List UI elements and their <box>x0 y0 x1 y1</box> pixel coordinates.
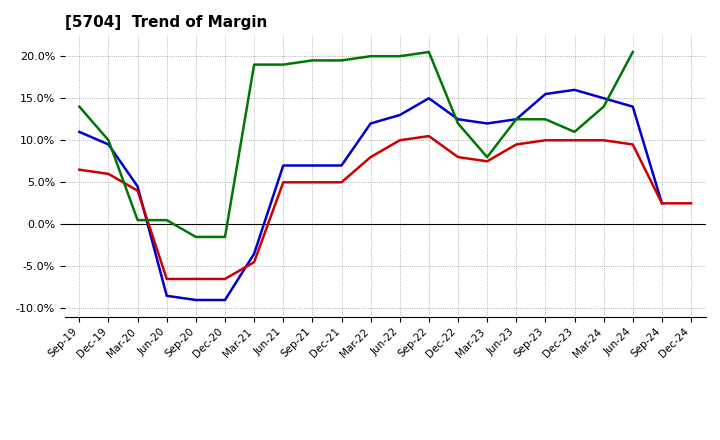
Net Income <box>220 276 229 282</box>
Ordinary Income <box>425 95 433 101</box>
Ordinary Income <box>337 163 346 168</box>
Ordinary Income <box>512 117 521 122</box>
Ordinary Income <box>308 163 317 168</box>
Operating Cashflow <box>308 58 317 63</box>
Operating Cashflow <box>250 62 258 67</box>
Net Income <box>366 154 375 160</box>
Net Income <box>599 138 608 143</box>
Net Income <box>687 201 696 206</box>
Operating Cashflow <box>75 104 84 109</box>
Net Income <box>454 154 462 160</box>
Operating Cashflow <box>395 54 404 59</box>
Net Income <box>250 260 258 265</box>
Ordinary Income <box>220 297 229 303</box>
Net Income <box>512 142 521 147</box>
Text: [5704]  Trend of Margin: [5704] Trend of Margin <box>65 15 267 30</box>
Operating Cashflow <box>570 129 579 135</box>
Operating Cashflow <box>279 62 287 67</box>
Operating Cashflow <box>541 117 550 122</box>
Operating Cashflow <box>483 154 492 160</box>
Operating Cashflow <box>425 49 433 55</box>
Ordinary Income <box>366 121 375 126</box>
Net Income <box>395 138 404 143</box>
Ordinary Income <box>657 201 666 206</box>
Ordinary Income <box>133 184 142 189</box>
Net Income <box>657 201 666 206</box>
Net Income <box>133 188 142 193</box>
Operating Cashflow <box>454 121 462 126</box>
Operating Cashflow <box>337 58 346 63</box>
Ordinary Income <box>629 104 637 109</box>
Ordinary Income <box>570 87 579 92</box>
Operating Cashflow <box>133 217 142 223</box>
Ordinary Income <box>163 293 171 298</box>
Ordinary Income <box>541 92 550 97</box>
Net Income <box>192 276 200 282</box>
Line: Ordinary Income: Ordinary Income <box>79 90 662 300</box>
Operating Cashflow <box>104 138 113 143</box>
Net Income <box>541 138 550 143</box>
Operating Cashflow <box>192 235 200 240</box>
Operating Cashflow <box>163 217 171 223</box>
Net Income <box>279 180 287 185</box>
Operating Cashflow <box>599 104 608 109</box>
Operating Cashflow <box>629 49 637 55</box>
Net Income <box>104 171 113 176</box>
Ordinary Income <box>279 163 287 168</box>
Ordinary Income <box>454 117 462 122</box>
Net Income <box>483 159 492 164</box>
Operating Cashflow <box>366 54 375 59</box>
Net Income <box>308 180 317 185</box>
Ordinary Income <box>395 112 404 117</box>
Net Income <box>570 138 579 143</box>
Operating Cashflow <box>512 117 521 122</box>
Net Income <box>75 167 84 172</box>
Ordinary Income <box>192 297 200 303</box>
Ordinary Income <box>483 121 492 126</box>
Net Income <box>629 142 637 147</box>
Ordinary Income <box>599 95 608 101</box>
Net Income <box>425 133 433 139</box>
Net Income <box>163 276 171 282</box>
Line: Net Income: Net Income <box>79 136 691 279</box>
Ordinary Income <box>104 142 113 147</box>
Line: Operating Cashflow: Operating Cashflow <box>79 52 633 237</box>
Net Income <box>337 180 346 185</box>
Ordinary Income <box>75 129 84 135</box>
Operating Cashflow <box>220 235 229 240</box>
Ordinary Income <box>250 251 258 257</box>
